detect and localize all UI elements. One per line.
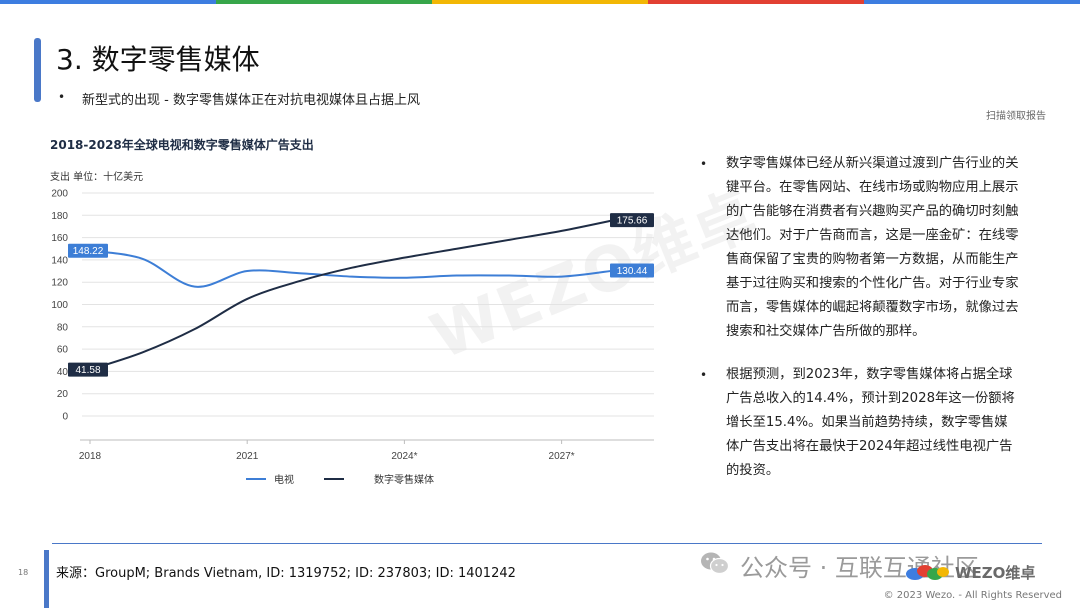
data-label-end: 175.66 bbox=[617, 216, 648, 227]
bullet-text: 数字零售媒体已经从新兴渠道过渡到广告行业的关键平台。在零售网站、在线市场或购物应… bbox=[726, 156, 1019, 339]
data-label-box bbox=[68, 362, 108, 377]
legend-swatch-retail-media bbox=[324, 477, 344, 480]
bullet-item: • 根据预测，到2023年，数字零售媒体将占据全球广告总收入的14.4%，预计到… bbox=[700, 363, 1020, 483]
y-tick-label: 60 bbox=[57, 345, 69, 356]
wezo-logo: WEZO维卓 bbox=[905, 562, 1035, 583]
line-chart: 0 20 40 60 80 100 120 140 160 180 200 2018 2021 2024*… bbox=[51, 189, 654, 462]
y-tick-label: 200 bbox=[51, 189, 68, 200]
series-line-1 bbox=[89, 219, 615, 371]
top-bar-segment bbox=[0, 0, 216, 4]
copyright: © 2023 Wezo. - All Rights Reserved bbox=[883, 590, 1062, 601]
bullet-list: • 数字零售媒体已经从新兴渠道过渡到广告行业的关键平台。在零售网站、在线市场或购… bbox=[700, 152, 1020, 502]
logo-text: WEZO维卓 bbox=[955, 564, 1036, 582]
chart-unit-label: 支出 单位：十亿美元 bbox=[50, 172, 144, 183]
title-accent-bar bbox=[34, 38, 41, 102]
chart-title: 2018-2028年全球电视和数字零售媒体广告支出 bbox=[50, 138, 314, 152]
data-label-box bbox=[610, 213, 654, 228]
series-line-0 bbox=[89, 249, 615, 288]
y-tick-label: 80 bbox=[57, 322, 69, 333]
bullet-dot: • bbox=[700, 368, 708, 382]
legend-item-tv: 电视 bbox=[246, 471, 294, 486]
chart-legend: 电视 数字零售媒体 bbox=[246, 471, 464, 486]
legend-label-retail-media: 数字零售媒体 bbox=[374, 475, 434, 486]
y-tick-label: 40 bbox=[57, 367, 69, 378]
x-tick-label: 2027* bbox=[549, 451, 575, 462]
source-accent-bar bbox=[44, 550, 49, 608]
y-tick-label: 160 bbox=[51, 233, 68, 244]
y-tick-label: 0 bbox=[62, 412, 68, 423]
y-tick-label: 120 bbox=[51, 278, 68, 289]
x-tick-label: 2024* bbox=[391, 451, 417, 462]
top-bar-segment bbox=[648, 0, 864, 4]
footer-divider bbox=[52, 543, 1042, 544]
x-tick-label: 2018 bbox=[79, 451, 102, 462]
data-label-start: 148.22 bbox=[73, 246, 104, 257]
top-bar-segment bbox=[216, 0, 432, 4]
wechat-icon bbox=[700, 550, 730, 582]
bullet-dot: • bbox=[700, 157, 708, 171]
page-number: 18 bbox=[18, 568, 29, 577]
page-title: 3. 数字零售媒体 bbox=[56, 43, 260, 76]
legend-label-tv: 电视 bbox=[274, 475, 294, 486]
source-text: 来源：GroupM; Brands Vietnam, ID: 1319752; … bbox=[56, 566, 516, 581]
bullet-item: • 数字零售媒体已经从新兴渠道过渡到广告行业的关键平台。在零售网站、在线市场或购… bbox=[700, 152, 1020, 344]
wezo-logo-icon bbox=[906, 564, 949, 580]
top-color-bar bbox=[0, 0, 1080, 4]
bullet-text: 根据预测，到2023年，数字零售媒体将占据全球广告总收入的14.4%，预计到20… bbox=[726, 367, 1015, 478]
y-tick-label: 20 bbox=[57, 389, 69, 400]
data-label-box bbox=[68, 243, 108, 258]
subtitle-bullet: • bbox=[58, 90, 66, 104]
y-tick-label: 180 bbox=[51, 211, 68, 222]
y-tick-label: 140 bbox=[51, 255, 68, 266]
y-tick-label: 100 bbox=[51, 300, 68, 311]
data-label-end: 130.44 bbox=[617, 266, 648, 277]
x-tick-label: 2021 bbox=[236, 451, 259, 462]
legend-item-retail-media: 数字零售媒体 bbox=[324, 471, 434, 486]
data-label-start: 41.58 bbox=[75, 365, 100, 376]
top-bar-segment bbox=[432, 0, 648, 4]
legend-swatch-tv bbox=[246, 477, 266, 480]
page-subtitle: 新型式的出现 - 数字零售媒体正在对抗电视媒体且占据上风 bbox=[82, 93, 420, 108]
top-bar-segment bbox=[864, 0, 1080, 4]
scan-report-link[interactable]: 扫描领取报告 bbox=[986, 111, 1046, 122]
data-label-box bbox=[610, 263, 654, 278]
